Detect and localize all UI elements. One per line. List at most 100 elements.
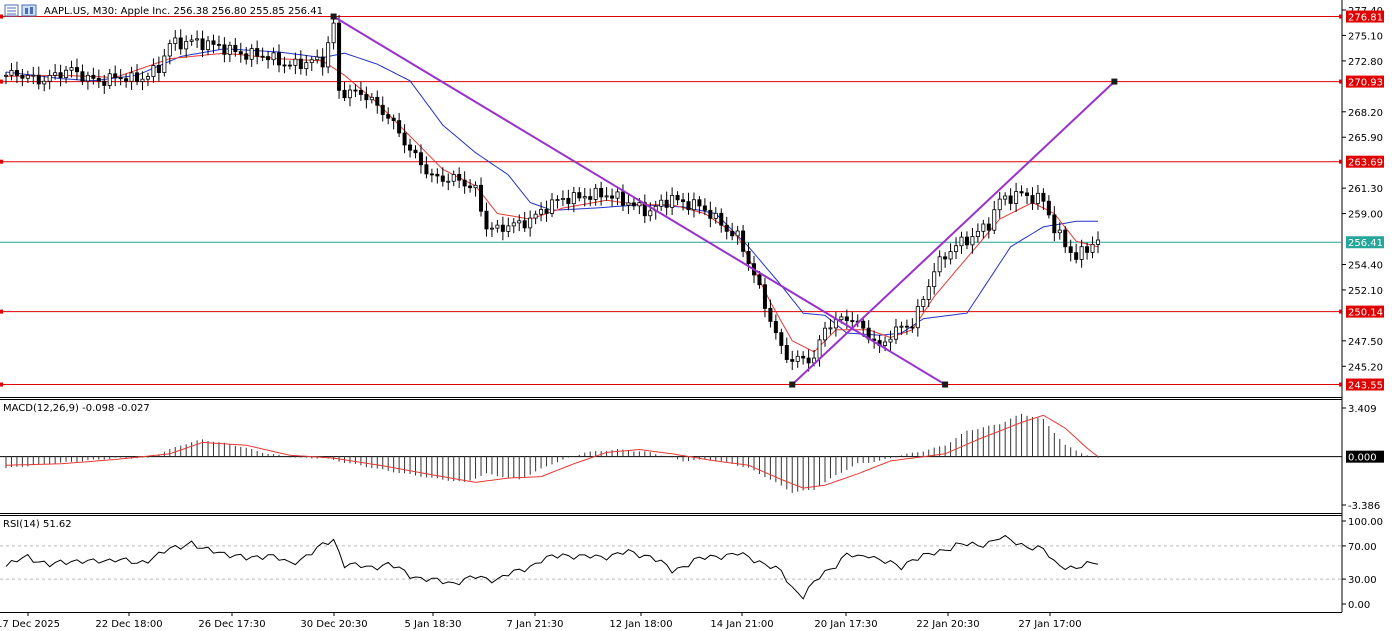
- candle-up: [975, 230, 980, 237]
- time-tick-label: 7 Jan 21:30: [507, 619, 564, 630]
- candle-up: [129, 72, 134, 82]
- candle-up: [64, 69, 69, 78]
- candle-up: [888, 338, 893, 343]
- candle-down: [80, 71, 85, 82]
- candle-down: [522, 220, 527, 229]
- candle-up: [528, 217, 533, 229]
- candle-down: [375, 96, 380, 106]
- macd-tick-label: -3.386: [1348, 501, 1380, 512]
- candle-down: [255, 48, 260, 57]
- candle-down: [402, 132, 407, 146]
- candle-up: [817, 339, 822, 359]
- candle-down: [730, 230, 735, 237]
- candle-down: [178, 37, 183, 50]
- last-price-label: 256.41: [1348, 238, 1383, 249]
- candle-down: [36, 74, 41, 85]
- price-tick-label: 272.80: [1348, 57, 1383, 68]
- chart-menu-icon[interactable]: [4, 4, 19, 17]
- candle-down: [1046, 200, 1051, 216]
- level-handle: [1339, 309, 1342, 314]
- candle-down: [757, 274, 762, 286]
- candle-down: [418, 152, 423, 166]
- candle-down: [620, 191, 625, 206]
- candle-down: [413, 149, 418, 154]
- candle-up: [331, 22, 336, 44]
- candle-down: [337, 22, 342, 91]
- macd-tick-label: 3.409: [1348, 404, 1377, 415]
- rsi-tick-label: 100.00: [1348, 517, 1383, 528]
- quick-trade-icon[interactable]: [21, 4, 37, 17]
- candle-up: [473, 184, 478, 189]
- candle-down: [468, 185, 473, 189]
- candle-up: [517, 220, 522, 224]
- time-tick-label: 27 Jan 17:00: [1018, 619, 1081, 630]
- horizontal-levels[interactable]: [0, 14, 1342, 387]
- candle-up: [446, 180, 451, 183]
- candle-down: [566, 197, 571, 205]
- time-tick-label: 20 Jan 17:30: [814, 619, 877, 630]
- candle-down: [282, 64, 287, 67]
- candle-up: [604, 195, 609, 198]
- level-handle: [1339, 382, 1342, 387]
- time-tick-label: 22 Dec 18:00: [95, 619, 162, 630]
- symbol-line: AAPL.US, M30: Apple Inc. 256.38 256.80 2…: [44, 6, 323, 17]
- candle-down: [741, 230, 746, 252]
- candle-down: [861, 320, 866, 329]
- candle-up: [893, 326, 898, 340]
- level-tag-label: 250.14: [1348, 308, 1383, 319]
- candle-up: [249, 48, 254, 60]
- candle-down: [1030, 195, 1035, 204]
- trendline-anchor: [330, 13, 337, 20]
- price-tick-label: 259.00: [1348, 210, 1383, 221]
- rsi-tick-label: 0.00: [1348, 600, 1370, 611]
- level-handle: [1339, 159, 1342, 164]
- candle-down: [801, 355, 806, 359]
- candle-down: [397, 120, 402, 134]
- candle-down: [429, 173, 434, 176]
- candle-up: [648, 210, 653, 217]
- candle-down: [1063, 229, 1068, 248]
- candle-down: [779, 332, 784, 346]
- candle-up: [735, 230, 740, 237]
- candle-down: [457, 174, 462, 181]
- candle-up: [173, 37, 178, 44]
- candle-down: [479, 184, 484, 212]
- level-tag-label: 270.93: [1348, 78, 1383, 89]
- candle-up: [326, 42, 331, 68]
- trendline-anchor: [1111, 78, 1118, 85]
- level-tag: [1346, 305, 1384, 318]
- candle-up: [626, 202, 631, 206]
- time-tick-label: 26 Dec 17:30: [198, 619, 265, 630]
- candle-down: [386, 114, 391, 119]
- trendlines[interactable]: [330, 13, 1118, 388]
- candle-up: [992, 209, 997, 231]
- macd-label: MACD(12,26,9) -0.098 -0.027: [3, 403, 150, 414]
- candle-up: [145, 76, 150, 80]
- candle-down: [784, 345, 789, 360]
- candle-down: [1074, 252, 1079, 260]
- candle-up: [271, 52, 276, 61]
- candle-up: [582, 196, 587, 199]
- candle-up: [615, 191, 620, 199]
- candle-up: [550, 199, 555, 214]
- candle-up: [140, 78, 145, 83]
- candle-down: [599, 187, 604, 198]
- candle-down: [102, 80, 107, 86]
- level-handle: [0, 79, 3, 84]
- time-tick-label: 22 Jan 20:30: [916, 619, 979, 630]
- candle-down: [408, 144, 413, 151]
- candle-down: [1068, 246, 1073, 254]
- level-tag-label: 276.81: [1348, 13, 1383, 24]
- candle-up: [69, 67, 74, 71]
- candle-down: [904, 325, 909, 328]
- candle-down: [124, 78, 129, 82]
- candle-down: [298, 58, 303, 70]
- candle-down: [708, 209, 713, 219]
- candle-up: [511, 222, 516, 227]
- candle-up: [25, 74, 30, 79]
- candle-down: [762, 284, 767, 309]
- candle-up: [9, 70, 14, 76]
- candle-down: [631, 202, 636, 207]
- candle-up: [1057, 229, 1062, 234]
